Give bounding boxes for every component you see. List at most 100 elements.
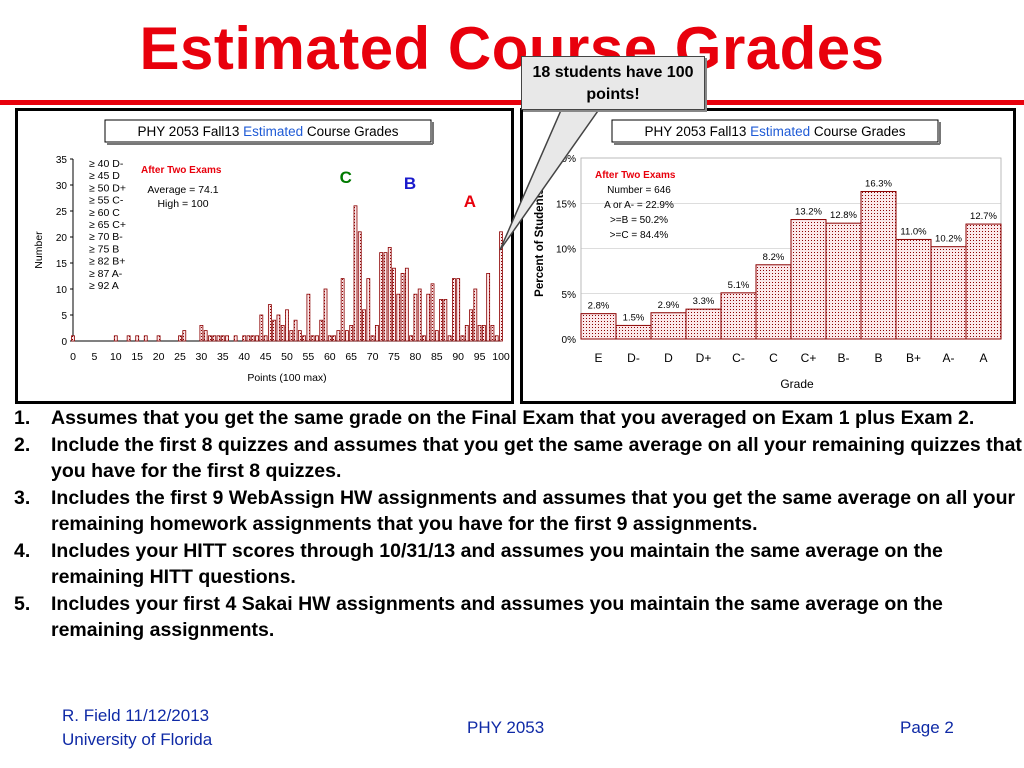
x-axis-label: Grade (780, 377, 814, 391)
histogram-bar (392, 267, 396, 342)
x-tick-label: D- (627, 351, 640, 365)
histogram-bar (426, 293, 431, 342)
x-tick-label: E (594, 351, 602, 365)
note-text: Include the first 8 quizzes and assumes … (51, 433, 1022, 483)
histogram-bar (315, 335, 319, 342)
histogram-bar (289, 330, 294, 342)
histogram-bar (477, 324, 482, 342)
note-item: 4. Includes your HITT scores through 10/3… (14, 538, 1022, 591)
histogram-bar (336, 330, 341, 342)
histogram-bar (362, 309, 366, 342)
grade-bar (860, 190, 897, 340)
chart-title-part: PHY 2053 Fall13 (645, 124, 751, 139)
histogram-bar (396, 293, 401, 342)
x-tick-label: C- (732, 351, 745, 365)
chart-title: PHY 2053 Fall13 Estimated Course Grades (138, 124, 399, 139)
chart-title-part: Estimated (243, 124, 303, 139)
chart-title-part: Course Grades (810, 124, 906, 139)
x-tick-label: 30 (196, 351, 208, 363)
histogram-bar (208, 335, 212, 342)
histogram-bar (143, 335, 148, 342)
histogram-bar (490, 324, 495, 342)
histogram-bar (469, 309, 473, 342)
histogram-bar (323, 288, 328, 342)
chart-title: PHY 2053 Fall13 Estimated Course Grades (645, 124, 906, 139)
chart-title-box (611, 119, 939, 143)
notes-list: 1. Assumes that you get the same grade on… (14, 405, 1022, 644)
grade-bar (895, 238, 932, 340)
note-item: 3. Includes the first 9 WebAssign HW assi… (14, 485, 1022, 538)
histogram-bar (452, 278, 456, 342)
histogram-bar (250, 335, 255, 342)
histogram-bar (71, 335, 75, 342)
data-label: 3.3% (693, 296, 715, 307)
x-tick-label: 65 (345, 351, 357, 363)
histogram-bar (276, 314, 281, 342)
histogram-bar (499, 231, 503, 342)
note-number: 3. (14, 486, 31, 509)
grade-scale-entry: ≥ 75 B (89, 243, 119, 255)
footer-course: PHY 2053 (467, 718, 545, 737)
x-tick-label: 15 (131, 351, 143, 363)
footer-institution: University of Florida (62, 730, 213, 749)
footer-author: R. Field 11/12/2013 (62, 706, 210, 725)
x-tick-label: D (664, 351, 673, 365)
note-line: High = 100 (157, 198, 208, 210)
histogram-bar (383, 252, 388, 342)
histogram-bar (417, 288, 422, 342)
y-tick-label: 0% (562, 335, 577, 346)
grade-bar (720, 292, 757, 340)
histogram-bar (310, 335, 315, 342)
histogram-bar (306, 293, 311, 342)
histogram-bar (319, 319, 324, 342)
histogram-bar (345, 330, 349, 342)
histogram-bar (285, 309, 289, 342)
note-number: 4. (14, 539, 31, 562)
y-tick-label: 10% (556, 245, 576, 256)
histogram-bar (422, 335, 426, 342)
data-label: 8.2% (763, 252, 785, 263)
footer-page: Page 2 (900, 718, 954, 737)
histogram-bar (370, 335, 375, 342)
grade-bar (930, 246, 967, 340)
histogram-panel: PHY 2053 Fall13 Estimated Course Grades 0… (15, 108, 514, 404)
histogram-bar (481, 324, 486, 342)
y-tick-label: 15 (56, 259, 68, 270)
histogram-bar (366, 278, 371, 342)
note-line: Number = 646 (607, 185, 671, 196)
histogram-bar (156, 335, 161, 342)
x-tick-label: 55 (303, 351, 315, 363)
histogram-bar (220, 335, 225, 342)
chart-title-box (104, 119, 432, 143)
note-number: 2. (14, 433, 31, 456)
histogram-bar (374, 324, 379, 342)
grade-region-label: B (404, 174, 416, 193)
grade-distribution-chart: PHY 2053 Fall13 Estimated Course Grades 0… (534, 119, 1002, 391)
histogram-bar (430, 283, 435, 342)
histogram-bar (225, 335, 229, 342)
note-heading: After Two Exams (141, 165, 222, 176)
histogram-bar (327, 335, 332, 342)
grade-scale-entry: ≥ 50 D+ (89, 182, 126, 194)
histogram-bar (464, 324, 469, 342)
grade-scale-entry: ≥ 65 C+ (89, 219, 126, 231)
note-line: >=C = 84.4% (610, 230, 669, 241)
grade-scale-entry: ≥ 45 D (89, 170, 120, 182)
note-line: Average = 74.1 (147, 184, 218, 196)
grade-scale-entry: ≥ 92 A (89, 280, 119, 292)
grade-bar (650, 312, 687, 340)
grade-bar (790, 219, 827, 340)
histogram-bar (443, 298, 448, 342)
y-axis-label: Percent of Students (534, 188, 546, 297)
x-tick-label: 5 (91, 351, 97, 363)
histogram-bar (199, 324, 204, 342)
title-underline (0, 100, 1024, 105)
grade-bar (580, 313, 617, 340)
histogram-bar (293, 319, 298, 342)
histogram-bar (456, 278, 461, 342)
grade-scale-entry: ≥ 82 B+ (89, 256, 125, 268)
y-tick-label: 15% (556, 199, 576, 210)
callout-box: 18 students have 100 points! (521, 56, 705, 110)
histogram-bar (113, 335, 118, 342)
histogram-bar (494, 335, 499, 342)
